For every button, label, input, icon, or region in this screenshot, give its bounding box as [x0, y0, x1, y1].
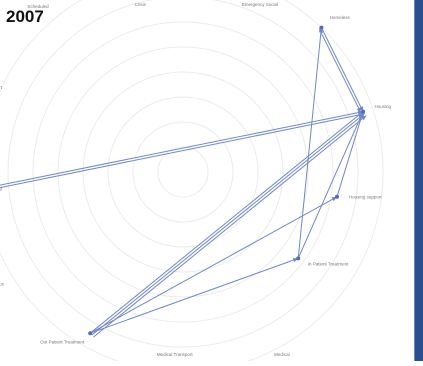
network-edge	[320, 27, 364, 112]
network-node	[361, 109, 366, 114]
radar-ring	[107, 96, 259, 248]
network-edge	[297, 111, 364, 259]
edge-arrowhead	[318, 27, 323, 33]
spoke-label: Housing	[375, 104, 392, 109]
radar-rings	[0, 0, 384, 366]
network-node	[335, 194, 339, 199]
spoke-label: Out Patient Treatment	[40, 340, 85, 345]
network-node	[319, 25, 324, 30]
spoke-label: Crisis	[135, 2, 147, 7]
spoke-label: Medical Transport	[157, 352, 194, 357]
network-edge	[89, 196, 338, 334]
network-edge	[0, 113, 364, 189]
spoke-label: In Patient Treatment	[308, 262, 349, 267]
right-edge-bar	[414, 0, 423, 361]
spoke-labels: Transport Scheduled Crisis Emergency Social…	[0, 2, 392, 357]
radar-ring	[32, 21, 334, 323]
radar-ring	[0, 0, 384, 366]
network-edge	[318, 28, 362, 113]
network-edge	[93, 115, 367, 338]
network-edges	[0, 27, 367, 338]
spoke-label: Emergency Social	[242, 2, 278, 7]
radar-ring	[57, 46, 309, 298]
spoke-label: Scheduled	[27, 4, 49, 9]
network-edge	[336, 111, 364, 197]
spoke-label: Transport	[0, 85, 3, 90]
network-edge	[0, 111, 364, 186]
network-edge	[91, 113, 366, 336]
spoke-label: Supported Housing	[0, 185, 2, 190]
radar-ring	[157, 146, 209, 198]
network-node	[88, 331, 93, 336]
radar-ring	[82, 71, 284, 273]
network-edge	[297, 27, 322, 259]
radar-ring	[7, 0, 359, 348]
edge-arrowhead	[356, 107, 361, 113]
network-nodes	[88, 25, 366, 336]
spoke-label: Housing support	[349, 195, 383, 200]
network-edge	[89, 111, 364, 334]
chart-title: 2007	[6, 7, 44, 26]
spoke-label: Medical	[274, 352, 290, 357]
network-edge	[90, 257, 299, 334]
spoke-label: Homeless	[330, 15, 351, 20]
radar-ring	[132, 121, 234, 223]
network-node	[296, 256, 301, 261]
spoke-label: Detox	[0, 282, 5, 287]
